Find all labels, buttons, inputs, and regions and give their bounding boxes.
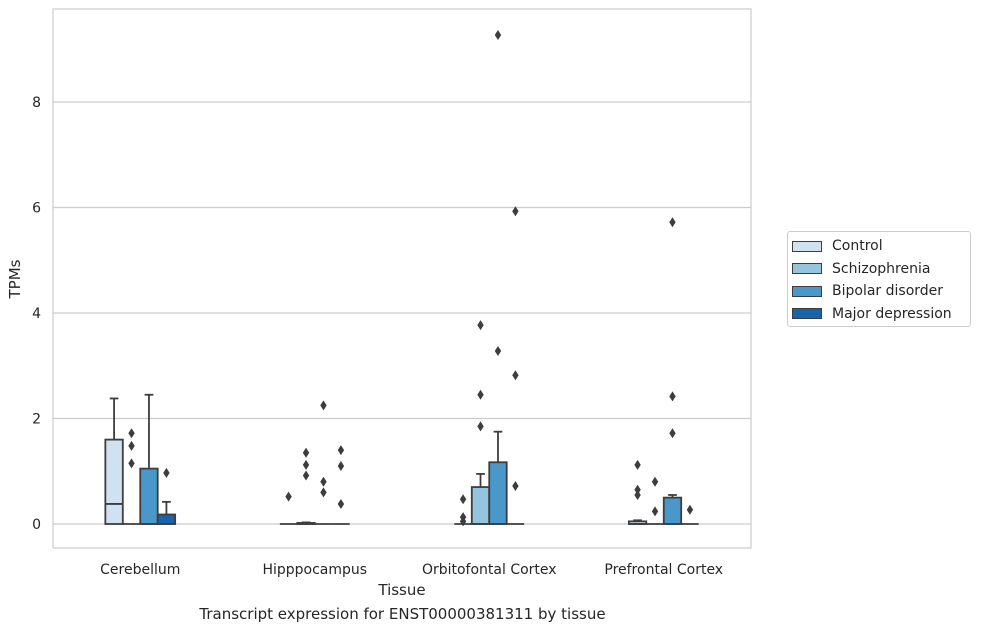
outlier-point bbox=[337, 498, 345, 509]
outlier-point bbox=[634, 489, 641, 500]
y-tick-label: 0 bbox=[32, 517, 41, 533]
outlier-point bbox=[477, 389, 484, 400]
legend-item: Bipolar disorder bbox=[792, 281, 943, 301]
outlier-point bbox=[634, 484, 641, 495]
box-body bbox=[156, 513, 177, 525]
box-0-3 bbox=[156, 467, 177, 525]
y-tick-label: 2 bbox=[32, 412, 41, 428]
box-0-1 bbox=[122, 428, 141, 525]
outlier-point bbox=[128, 428, 135, 439]
outlier-point bbox=[320, 400, 327, 411]
outlier-point bbox=[669, 391, 676, 402]
outlier-point bbox=[320, 487, 327, 498]
y-tick-label: 6 bbox=[32, 201, 41, 217]
plot-frame bbox=[52, 8, 752, 549]
box-body bbox=[488, 461, 508, 525]
outlier-point bbox=[634, 459, 641, 470]
outlier-point bbox=[128, 458, 135, 469]
y-tick-label: 4 bbox=[32, 306, 41, 322]
box-1-2 bbox=[314, 400, 333, 525]
legend-item: Control bbox=[792, 236, 883, 256]
x-axis-label: Tissue bbox=[377, 581, 425, 599]
box-0-0 bbox=[104, 397, 124, 525]
outlier-point bbox=[651, 506, 659, 517]
box-1-1 bbox=[296, 447, 316, 525]
outlier-point bbox=[494, 345, 502, 356]
y-tick-label: 8 bbox=[32, 95, 41, 111]
box-3-0 bbox=[627, 459, 648, 525]
outlier-point bbox=[494, 30, 502, 41]
x-tick-label: Cerebellum bbox=[100, 562, 180, 578]
outlier-point bbox=[651, 476, 659, 487]
outlier-point bbox=[128, 440, 135, 451]
box-3-1 bbox=[646, 476, 664, 525]
box-1-0 bbox=[279, 491, 298, 525]
outlier-point bbox=[337, 445, 345, 456]
box-0-2 bbox=[139, 393, 159, 525]
outlier-point bbox=[302, 459, 310, 470]
outlier-point bbox=[337, 460, 345, 471]
legend-label: Schizophrenia bbox=[832, 260, 931, 277]
box-body bbox=[470, 486, 491, 525]
legend-label: Major depression bbox=[832, 305, 952, 322]
outlier-point bbox=[285, 491, 292, 502]
outlier-point bbox=[302, 447, 310, 458]
legend-label: Bipolar disorder bbox=[832, 283, 944, 299]
box-3-2 bbox=[662, 217, 683, 525]
box-2-0 bbox=[454, 494, 472, 527]
legend-swatch bbox=[792, 240, 822, 252]
outlier-point bbox=[686, 504, 694, 515]
x-tick-label: Orbitofontal Cortex bbox=[422, 562, 557, 578]
outlier-point bbox=[512, 206, 519, 217]
y-axis-label: TPMs bbox=[6, 259, 24, 299]
outlier-point bbox=[163, 467, 170, 478]
outlier-point bbox=[459, 512, 467, 523]
outlier-point bbox=[512, 481, 519, 492]
gridlines bbox=[53, 101, 751, 525]
legend-item: Schizophrenia bbox=[792, 259, 930, 279]
box-2-2 bbox=[488, 30, 508, 525]
outlier-point bbox=[512, 370, 519, 381]
box-3-3 bbox=[681, 504, 699, 525]
box-1-3 bbox=[332, 445, 350, 525]
outlier-point bbox=[302, 470, 310, 481]
legend-label: Control bbox=[832, 238, 883, 254]
legend-swatch bbox=[792, 263, 822, 274]
outlier-point bbox=[459, 494, 467, 505]
box-body bbox=[139, 467, 159, 525]
x-tick-label: Hipppocampus bbox=[262, 562, 367, 578]
legend: Control Schizophrenia Bipolar disorder Majo… bbox=[787, 231, 971, 327]
x-tick-label: Prefrontal Cortex bbox=[604, 562, 723, 578]
box-2-1 bbox=[470, 320, 491, 525]
legend-swatch bbox=[792, 308, 822, 319]
y-tick-labels: 0 2 4 6 8 bbox=[32, 95, 41, 533]
outlier-point bbox=[320, 476, 327, 487]
box-body bbox=[104, 438, 124, 525]
outlier-point bbox=[669, 428, 676, 439]
legend-item: Major depression bbox=[792, 304, 952, 324]
chart-caption: Transcript expression for ENST0000038131… bbox=[199, 605, 606, 623]
box-2-3 bbox=[506, 206, 525, 525]
outlier-point bbox=[669, 217, 676, 228]
x-tick-labels: Cerebellum Hipppocampus Orbitofontal Corte… bbox=[100, 562, 723, 578]
legend-swatch bbox=[792, 285, 822, 297]
outlier-point bbox=[477, 320, 484, 331]
outlier-point bbox=[477, 421, 484, 432]
box-groups bbox=[104, 30, 699, 527]
box-body bbox=[662, 496, 683, 525]
